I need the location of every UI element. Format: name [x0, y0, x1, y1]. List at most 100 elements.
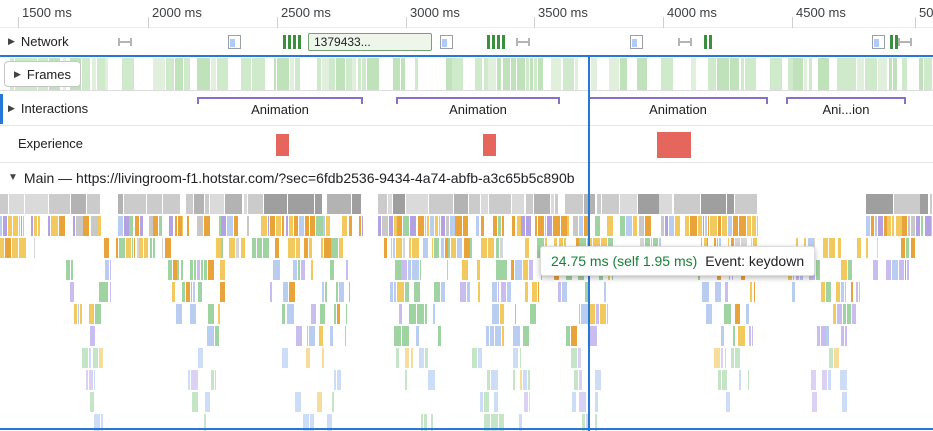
frame-bar[interactable]	[717, 58, 729, 90]
network-request-bar[interactable]	[283, 35, 286, 49]
flame-event[interactable]	[859, 282, 860, 302]
flame-event[interactable]	[901, 238, 905, 258]
flame-event[interactable]	[538, 282, 539, 302]
flame-event[interactable]	[498, 282, 499, 302]
frame-bar[interactable]	[191, 58, 196, 90]
flame-event[interactable]	[921, 216, 923, 236]
flame-event[interactable]	[134, 238, 135, 258]
frame-bar[interactable]	[367, 58, 379, 90]
flame-event[interactable]	[481, 238, 487, 258]
flame-event[interactable]	[298, 260, 300, 280]
flame-event[interactable]	[159, 216, 162, 236]
flame-event[interactable]	[197, 260, 200, 280]
flame-event[interactable]	[675, 216, 680, 236]
frame-bar[interactable]	[452, 58, 463, 90]
flame-event[interactable]	[833, 304, 836, 324]
flame-event[interactable]	[282, 348, 288, 368]
flame-event[interactable]	[726, 392, 730, 412]
flame-event[interactable]	[579, 304, 580, 324]
frame-bar[interactable]	[793, 58, 803, 90]
frame-bar[interactable]	[813, 58, 818, 90]
flame-event[interactable]	[698, 216, 702, 236]
flame-event[interactable]	[211, 370, 214, 390]
flame-event[interactable]	[208, 260, 214, 280]
flame-event[interactable]	[701, 194, 726, 214]
flame-event[interactable]	[116, 238, 118, 258]
flame-event[interactable]	[491, 370, 498, 390]
flame-event[interactable]	[296, 326, 302, 346]
flame-event[interactable]	[220, 282, 225, 302]
flame-event[interactable]	[190, 260, 193, 280]
flame-event[interactable]	[427, 216, 429, 236]
flame-event[interactable]	[287, 304, 294, 324]
flame-event[interactable]	[205, 392, 210, 412]
flame-event[interactable]	[845, 282, 846, 302]
flame-event[interactable]	[728, 216, 732, 236]
flame-event[interactable]	[0, 194, 8, 214]
flame-event[interactable]	[661, 216, 664, 236]
flame-event[interactable]	[234, 216, 238, 236]
flame-event[interactable]	[847, 304, 851, 324]
network-request-bar[interactable]	[704, 35, 707, 49]
flame-event[interactable]	[523, 370, 527, 390]
flame-event[interactable]	[481, 216, 484, 236]
flame-event[interactable]	[187, 216, 189, 236]
flame-event[interactable]	[665, 216, 668, 236]
network-request-whisker[interactable]	[118, 41, 130, 43]
frame-bar[interactable]	[362, 58, 366, 90]
flame-event[interactable]	[378, 194, 387, 214]
flame-event[interactable]	[553, 216, 560, 236]
flame-event[interactable]	[500, 304, 504, 324]
frame-bar[interactable]	[197, 58, 210, 90]
flame-event[interactable]	[529, 392, 530, 412]
flame-event[interactable]	[397, 282, 404, 302]
flame-event[interactable]	[502, 326, 504, 346]
frame-bar[interactable]	[415, 58, 418, 90]
flame-event[interactable]	[571, 348, 577, 368]
frame-bar[interactable]	[401, 58, 405, 90]
frame-bar[interactable]	[92, 58, 96, 90]
flame-event[interactable]	[500, 238, 503, 258]
flame-event[interactable]	[399, 304, 402, 324]
flame-event[interactable]	[330, 326, 333, 346]
flame-event[interactable]	[303, 414, 309, 431]
flame-event[interactable]	[334, 370, 336, 390]
flame-event[interactable]	[826, 326, 829, 346]
frame-bar[interactable]	[139, 58, 146, 90]
flame-event[interactable]	[294, 216, 298, 236]
flame-event[interactable]	[322, 282, 324, 302]
flame-event[interactable]	[76, 216, 83, 236]
flame-event[interactable]	[739, 216, 746, 236]
flame-event[interactable]	[168, 260, 172, 280]
flame-event[interactable]	[480, 392, 483, 412]
flame-event[interactable]	[73, 216, 75, 236]
flame-event[interactable]	[535, 216, 537, 236]
flame-event[interactable]	[289, 282, 295, 302]
frame-bar[interactable]	[256, 58, 265, 90]
flame-event[interactable]	[150, 238, 152, 258]
flame-event[interactable]	[521, 216, 525, 236]
flame-event[interactable]	[489, 194, 511, 214]
flame-event[interactable]	[162, 238, 163, 258]
frame-bar[interactable]	[346, 58, 352, 90]
flame-event[interactable]	[525, 282, 528, 302]
flame-event[interactable]	[866, 216, 870, 236]
flame-event[interactable]	[448, 238, 450, 258]
flame-event[interactable]	[330, 260, 334, 280]
frame-bar[interactable]	[697, 58, 707, 90]
flame-event[interactable]	[305, 216, 309, 236]
flame-event[interactable]	[139, 238, 143, 258]
flame-event[interactable]	[419, 348, 424, 368]
flame-event[interactable]	[282, 216, 284, 236]
flame-event[interactable]	[101, 414, 103, 431]
flame-event[interactable]	[225, 194, 242, 214]
flame-event[interactable]	[579, 392, 586, 412]
flame-event[interactable]	[524, 392, 528, 412]
frame-bar[interactable]	[266, 58, 272, 90]
flame-event[interactable]	[752, 326, 753, 346]
flame-event[interactable]	[477, 260, 480, 280]
animation-span[interactable]: Animation	[396, 97, 560, 121]
frame-bar[interactable]	[837, 58, 848, 90]
flame-event[interactable]	[715, 282, 721, 302]
flame-event[interactable]	[129, 216, 133, 236]
